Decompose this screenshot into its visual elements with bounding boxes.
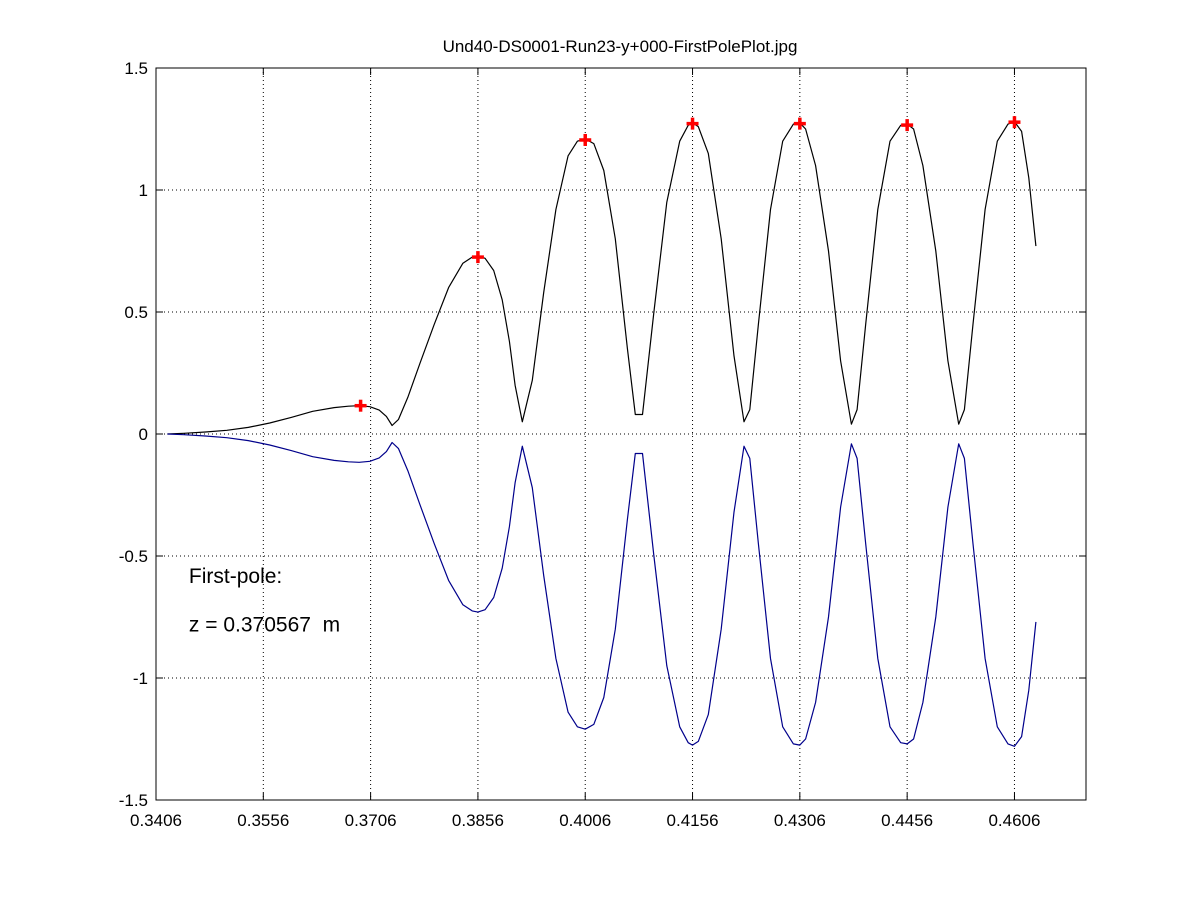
- x-tick-label: 0.3706: [345, 811, 397, 830]
- first-pole-label: First-pole:: [189, 565, 282, 588]
- peak-marker: [901, 119, 914, 132]
- x-tick-label: 0.4306: [774, 811, 826, 830]
- x-tick-label: 0.4456: [881, 811, 933, 830]
- peak-marker: [471, 251, 484, 264]
- y-tick-label: 0.5: [124, 303, 148, 322]
- y-tick-label: 1: [139, 181, 148, 200]
- chart-title: Und40-DS0001-Run23-y+000-FirstPolePlot.j…: [443, 37, 798, 56]
- y-tick-label: -1: [133, 669, 148, 688]
- grid: [156, 68, 1086, 800]
- x-tick-label: 0.4606: [988, 811, 1040, 830]
- y-tick-label: -1.5: [119, 791, 148, 810]
- y-tick-label: 0: [139, 425, 148, 444]
- x-tick-label: 0.4006: [559, 811, 611, 830]
- peak-marker: [1008, 116, 1021, 129]
- peak-marker: [579, 133, 592, 146]
- axes: 0.3406 0.3556 0.3706 0.3856 0.4006 0.4156 0.43…: [119, 59, 1087, 830]
- y-tick-label: 1.5: [124, 59, 148, 78]
- y-tick-label: -0.5: [119, 547, 148, 566]
- x-tick-label: 0.3556: [237, 811, 289, 830]
- peak-marker: [354, 399, 367, 412]
- peak-markers: [354, 116, 1021, 412]
- first-pole-value: z = 0.370567 m: [189, 614, 340, 637]
- peak-marker: [686, 117, 699, 130]
- x-tick-label: 0.3406: [130, 811, 182, 830]
- peak-marker: [793, 117, 806, 130]
- x-tick-label: 0.3856: [452, 811, 504, 830]
- lower-curve-line: [167, 433, 1037, 747]
- x-tick-label: 0.4156: [667, 811, 719, 830]
